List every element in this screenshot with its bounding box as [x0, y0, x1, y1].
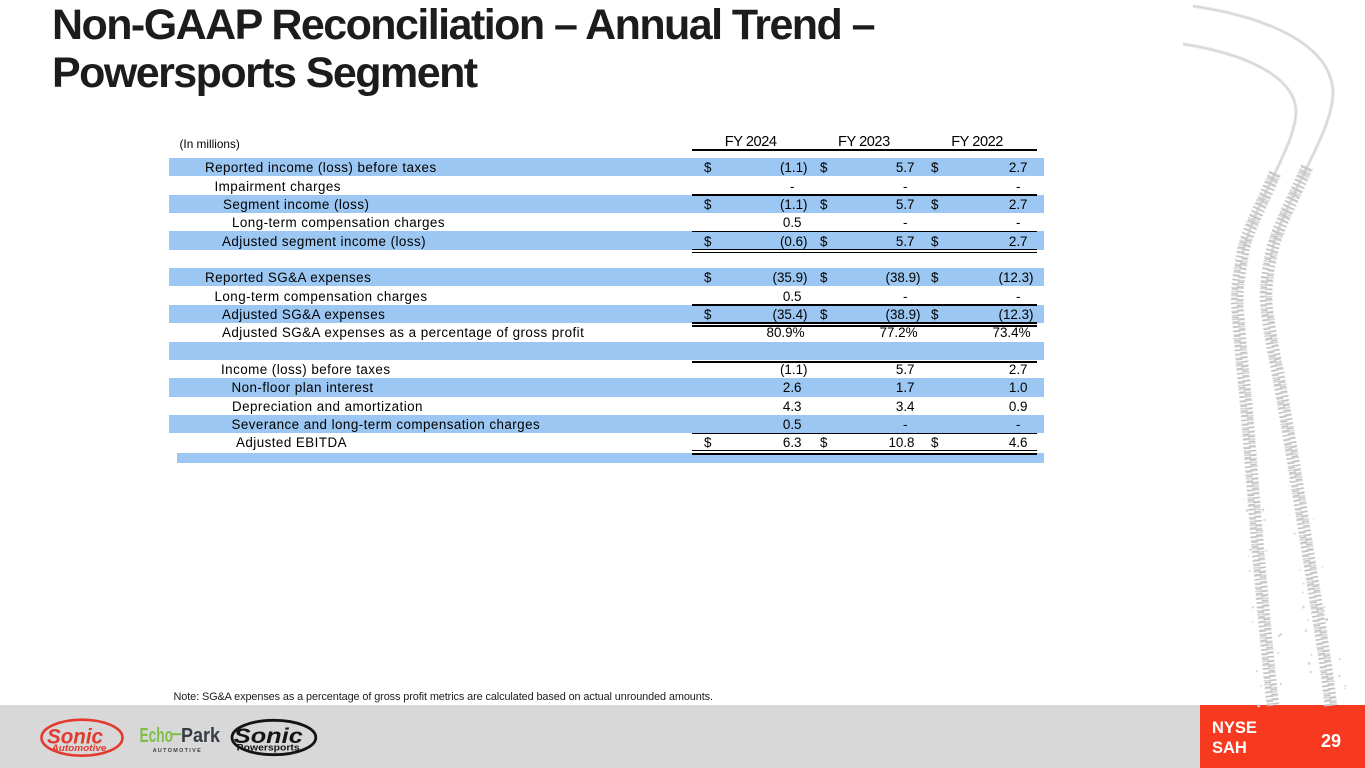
svg-text:AUTOMOTIVE: AUTOMOTIVE	[153, 748, 202, 754]
svg-text:Park: Park	[181, 724, 221, 747]
svg-text:Sonic: Sonic	[47, 726, 103, 749]
svg-text:Sonic: Sonic	[234, 724, 303, 748]
svg-text:Automotive: Automotive	[50, 743, 106, 753]
svg-text:Powersports: Powersports	[237, 743, 300, 753]
svg-text:Echo: Echo	[140, 724, 174, 747]
